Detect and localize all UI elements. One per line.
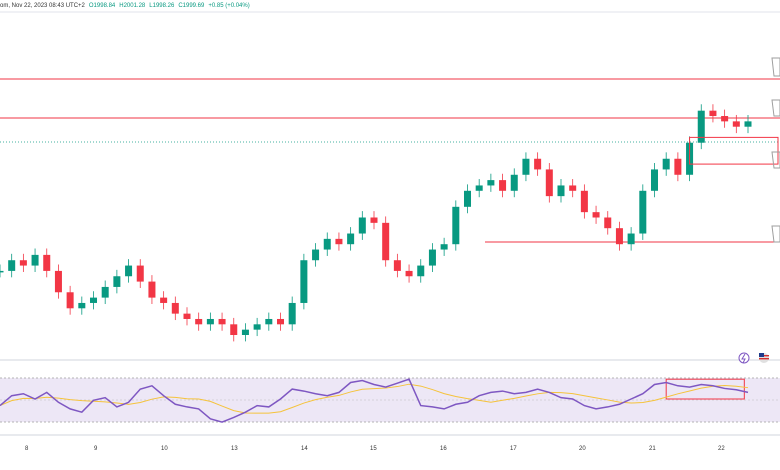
candle-down bbox=[534, 158, 542, 170]
candle-down bbox=[405, 270, 413, 277]
candle-up bbox=[89, 297, 98, 303]
candle-up bbox=[510, 174, 518, 191]
highlight-box-price[interactable] bbox=[689, 136, 779, 165]
x-axis-label: 16 bbox=[440, 446, 447, 452]
candle-down bbox=[160, 297, 168, 303]
candle-down bbox=[545, 169, 553, 197]
candle-up bbox=[8, 260, 16, 271]
candle-up bbox=[323, 238, 331, 250]
candle-up bbox=[101, 286, 109, 298]
candle-down bbox=[276, 318, 285, 325]
candle-up bbox=[78, 302, 86, 309]
candle-up bbox=[627, 233, 635, 245]
x-axis-label: 13 bbox=[231, 446, 238, 452]
x-axis-label: 8 bbox=[25, 446, 29, 452]
candle-down bbox=[615, 228, 623, 245]
candle-down bbox=[721, 116, 729, 122]
candle-down bbox=[674, 158, 682, 175]
x-axis-label: 14 bbox=[301, 446, 308, 452]
candle-up bbox=[697, 110, 705, 143]
candle-down bbox=[183, 313, 191, 319]
candle-down bbox=[499, 180, 507, 191]
candle-down bbox=[218, 318, 226, 325]
candle-down bbox=[335, 238, 343, 245]
candle-up bbox=[662, 158, 670, 170]
candle-up bbox=[31, 254, 39, 266]
candle-up bbox=[463, 190, 472, 207]
candle-up bbox=[744, 121, 752, 127]
candles-group bbox=[0, 104, 752, 342]
highlight-box-rsi[interactable] bbox=[665, 378, 745, 400]
candle-down bbox=[370, 217, 378, 223]
candle-down bbox=[171, 302, 179, 314]
candle-up bbox=[113, 276, 121, 287]
x-axis-label: 9 bbox=[94, 446, 98, 452]
candle-down bbox=[54, 270, 62, 293]
candle-down bbox=[569, 185, 577, 191]
candle-down bbox=[195, 318, 203, 325]
candle-up bbox=[639, 190, 647, 234]
candle-up bbox=[440, 244, 448, 250]
candle-up bbox=[650, 169, 659, 191]
candle-up bbox=[487, 180, 495, 186]
candle-up bbox=[288, 302, 296, 325]
change-value: +0.85 (+0.04%) bbox=[208, 3, 250, 9]
candle-up bbox=[125, 265, 133, 277]
candle-up bbox=[0, 270, 4, 273]
candle-down bbox=[230, 324, 238, 335]
candle-up bbox=[241, 329, 249, 335]
symbol-header: om, Nov 22, 2023 08:43 UTC+2 O1998.84 H2… bbox=[0, 3, 250, 9]
rsi-pane bbox=[0, 378, 749, 423]
candle-down bbox=[604, 217, 612, 229]
candle-up bbox=[417, 265, 425, 277]
highlight-boxes bbox=[665, 136, 779, 400]
candle-down bbox=[66, 292, 74, 309]
candle-up bbox=[265, 318, 273, 325]
candle-down bbox=[19, 260, 27, 266]
flag-us-icon[interactable] bbox=[759, 353, 769, 363]
candle-up bbox=[522, 158, 530, 175]
candle-down bbox=[382, 222, 390, 261]
candle-down bbox=[148, 281, 156, 298]
candle-up bbox=[300, 260, 308, 303]
alert-icon[interactable] bbox=[771, 225, 780, 243]
alert-icon[interactable] bbox=[771, 151, 780, 169]
candle-up bbox=[557, 185, 565, 197]
x-axis-label: 15 bbox=[370, 446, 377, 452]
candle-down bbox=[580, 190, 588, 213]
high-value: H2001.28 bbox=[119, 3, 146, 9]
lightning-icon[interactable] bbox=[738, 352, 750, 364]
x-axis-label: 21 bbox=[649, 446, 656, 452]
close-value: C1999.69 bbox=[178, 3, 205, 9]
alert-icon[interactable] bbox=[771, 99, 780, 117]
candle-up bbox=[452, 206, 460, 245]
candle-down bbox=[136, 265, 144, 282]
candle-up bbox=[428, 249, 436, 266]
candle-up bbox=[312, 249, 320, 261]
candle-up bbox=[253, 324, 261, 330]
candle-down bbox=[732, 121, 740, 127]
open-value: O1998.84 bbox=[88, 3, 116, 9]
low-value: L1998.26 bbox=[149, 3, 175, 9]
alert-icon[interactable] bbox=[771, 57, 780, 77]
candle-up bbox=[206, 318, 214, 325]
x-axis-label: 10 bbox=[161, 446, 168, 452]
candle-up bbox=[347, 233, 355, 245]
symbol-info: om, Nov 22, 2023 08:43 UTC+2 bbox=[0, 3, 85, 9]
candle-up bbox=[358, 217, 366, 234]
x-axis-label: 22 bbox=[718, 446, 725, 452]
candle-down bbox=[43, 254, 51, 271]
rsi-line bbox=[0, 378, 749, 423]
candle-down bbox=[709, 110, 717, 117]
candle-down bbox=[592, 212, 600, 218]
candle-up bbox=[475, 185, 483, 191]
x-axis-label: 17 bbox=[510, 446, 517, 452]
candle-down bbox=[393, 260, 401, 271]
x-axis-label: 20 bbox=[579, 446, 586, 452]
